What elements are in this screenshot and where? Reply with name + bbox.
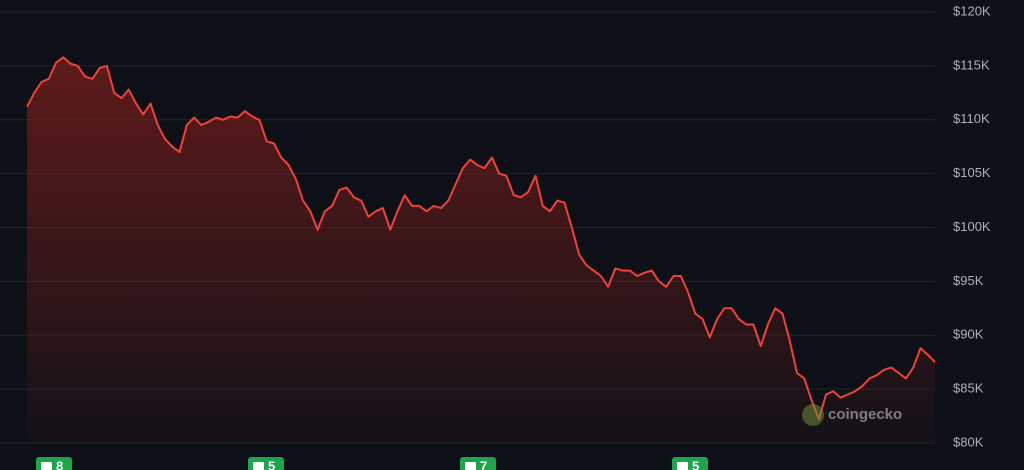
- y-tick-label: $95K: [953, 273, 984, 288]
- price-area: [27, 57, 935, 444]
- y-tick-label: $120K: [953, 3, 991, 18]
- event-count: 5: [692, 458, 699, 470]
- y-tick-label: $110K: [953, 111, 990, 126]
- event-icon: [41, 462, 52, 470]
- event-icon: [465, 462, 476, 470]
- watermark-text: coingecko: [828, 406, 902, 423]
- event-count: 5: [268, 458, 275, 470]
- event-marker: 5: [248, 457, 284, 470]
- y-tick-label: $100K: [953, 219, 991, 234]
- event-marker: 5: [672, 457, 708, 470]
- y-tick-label: $105K: [953, 165, 991, 180]
- event-marker: 7: [460, 457, 496, 470]
- y-tick-label: $85K: [953, 381, 984, 396]
- event-icon: [253, 462, 264, 470]
- y-tick-label: $80K: [953, 434, 984, 449]
- watermark-logo: [802, 404, 824, 426]
- event-marker: 8: [36, 457, 72, 470]
- event-count: 7: [480, 458, 487, 470]
- event-count: 8: [56, 458, 63, 470]
- event-icon: [677, 462, 688, 470]
- watermark: coingecko: [802, 404, 902, 426]
- y-tick-label: $90K: [953, 327, 984, 342]
- y-tick-label: $115K: [953, 57, 990, 72]
- price-line: [26, 56, 936, 421]
